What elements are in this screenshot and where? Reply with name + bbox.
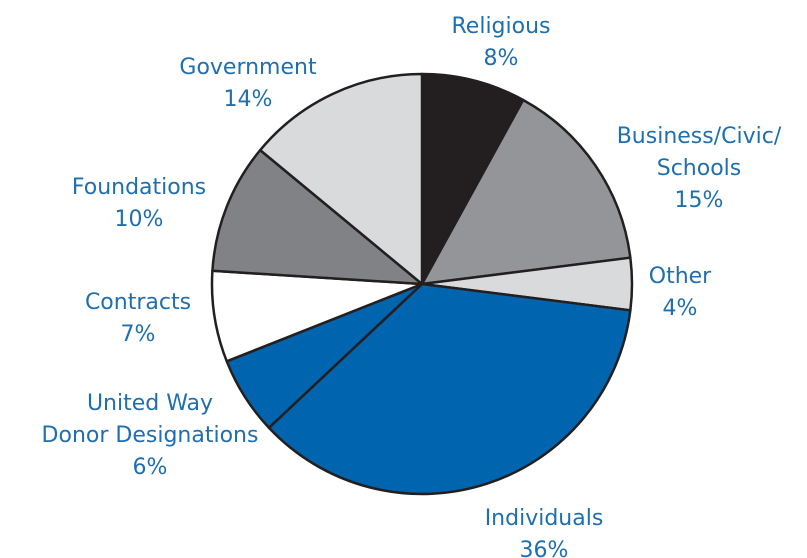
pie-category-label: Other bbox=[649, 264, 712, 289]
pie-category-label: Religious bbox=[452, 14, 551, 39]
pie-value-label: 6% bbox=[133, 455, 168, 480]
pie-label-contracts: Contracts 7% bbox=[85, 290, 191, 347]
pie-value-label: 14% bbox=[224, 87, 273, 112]
pie-value-label: 15% bbox=[675, 188, 724, 213]
pie-category-label: United Way bbox=[87, 391, 213, 416]
pie-category-label: Business/Civic/ bbox=[617, 124, 782, 149]
pie-label-united-way-donor-designations: United Way Donor Designations 6% bbox=[42, 391, 259, 480]
pie-category-label: Individuals bbox=[485, 506, 604, 531]
pie-category-label: Donor Designations bbox=[42, 423, 259, 448]
pie-label-business-civic-schools: Business/Civic/Schools 15% bbox=[617, 124, 782, 213]
pie-value-label: 8% bbox=[484, 46, 519, 71]
pie-category-label: Foundations bbox=[72, 175, 206, 200]
pie-label-individuals: Individuals 36% bbox=[485, 506, 604, 558]
pie-label-religious: Religious 8% bbox=[452, 14, 551, 71]
pie-value-label: 7% bbox=[121, 322, 156, 347]
pie-value-label: 4% bbox=[663, 296, 698, 321]
pie-slice-religious bbox=[420, 72, 525, 286]
pie-category-label: Government bbox=[179, 55, 317, 80]
pie-category-label: Contracts bbox=[85, 290, 191, 315]
pie-slice-business-civic-schools bbox=[420, 98, 632, 286]
pie-category-label: Schools bbox=[657, 156, 742, 181]
pie-label-foundations: Foundations 10% bbox=[72, 175, 206, 232]
pie-labels: Religious 8% Business/Civic/Schools 15% Othe… bbox=[42, 14, 782, 558]
pie-slice-individuals bbox=[267, 282, 632, 496]
pie-value-label: 10% bbox=[115, 207, 164, 232]
pie-label-other: Other 4% bbox=[649, 264, 712, 321]
pie-value-label: 36% bbox=[520, 538, 569, 558]
pie-slices bbox=[210, 72, 634, 496]
pie-slice-foundations bbox=[211, 148, 424, 286]
pie-label-government: Government 14% bbox=[179, 55, 317, 112]
pie-slice-government bbox=[258, 72, 424, 286]
